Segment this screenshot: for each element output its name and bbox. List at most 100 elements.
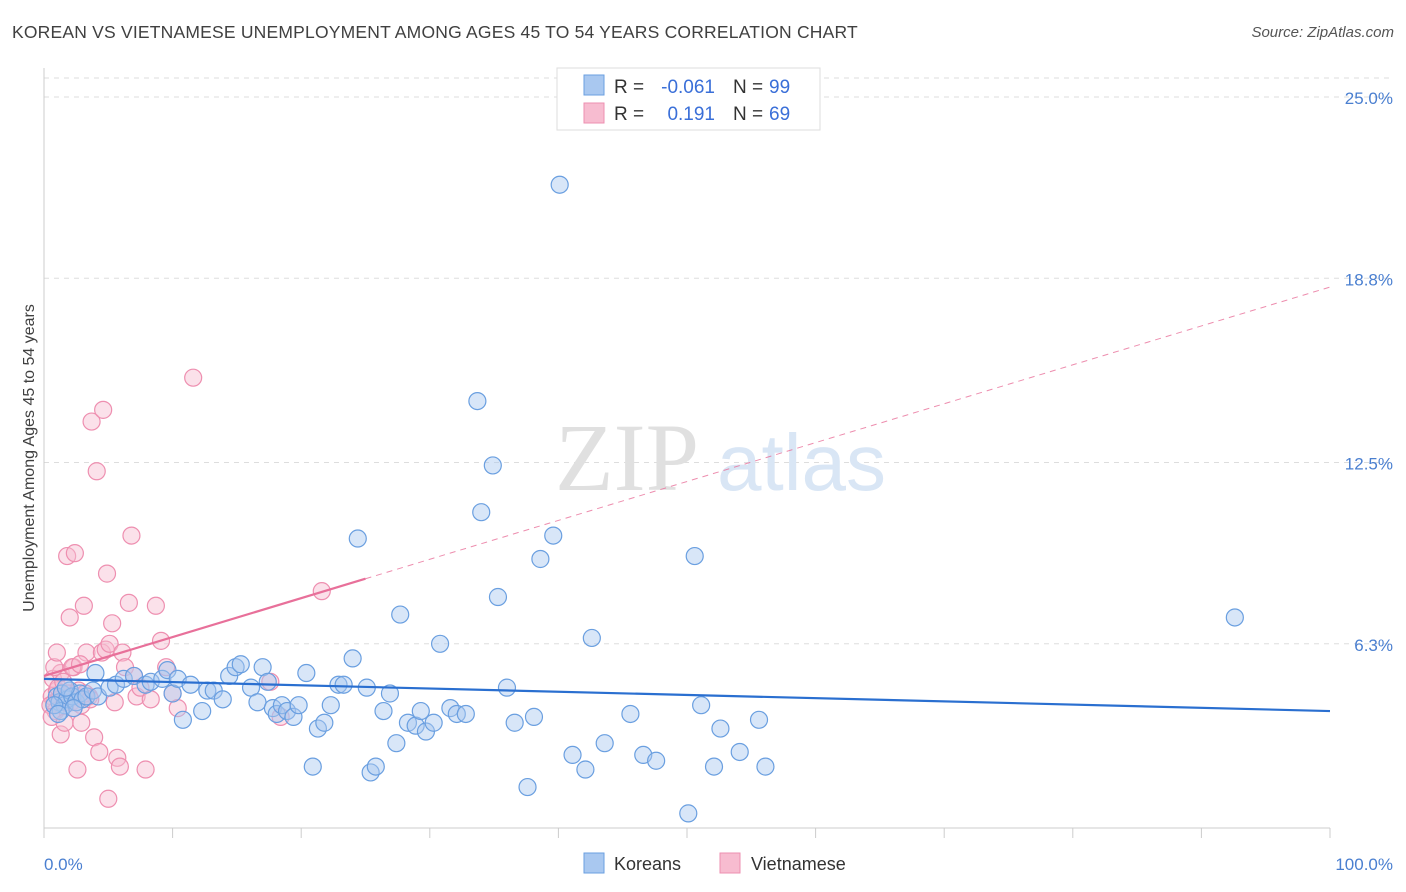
bottom-legend-swatch-vietnamese bbox=[719, 852, 741, 874]
legend-n-value-vietnamese: 69 bbox=[769, 104, 790, 125]
vietnamese-point-37 bbox=[94, 400, 113, 419]
koreans-point-75 bbox=[483, 456, 502, 475]
y-tick-label-1: 12.5% bbox=[1345, 455, 1393, 474]
vietnamese-point-27 bbox=[68, 760, 87, 779]
vietnamese-point-64 bbox=[99, 789, 118, 808]
legend-n-value-koreans: 99 bbox=[769, 77, 790, 98]
koreans-point-76 bbox=[488, 587, 508, 607]
koreans-point-80 bbox=[524, 707, 544, 726]
vietnamese-point-20 bbox=[47, 643, 66, 662]
vietnamese-point-34 bbox=[87, 462, 106, 481]
koreans-point-59 bbox=[366, 757, 385, 776]
legend-r-label-vietnamese: R = bbox=[614, 104, 644, 125]
koreans-point-60 bbox=[374, 701, 393, 721]
y-tick-labels: 6.3% 12.5% 18.8% 25.0% bbox=[1345, 89, 1393, 655]
koreans-point-39 bbox=[248, 693, 267, 712]
gridlines bbox=[44, 77, 1394, 645]
koreans-point-68 bbox=[424, 713, 443, 732]
koreans-point-98 bbox=[756, 757, 775, 776]
koreans-point-18 bbox=[86, 663, 105, 683]
koreans-point-84 bbox=[563, 745, 582, 765]
vietnamese-point-51 bbox=[131, 678, 150, 697]
vietnamese-point-21 bbox=[51, 725, 70, 744]
y-tick-label-2: 18.8% bbox=[1345, 270, 1393, 289]
koreans-point-55 bbox=[343, 649, 362, 668]
koreans-trend-line bbox=[43, 677, 1331, 713]
x-tick-label-1: 100.0% bbox=[1335, 855, 1393, 874]
vietnamese-point-54 bbox=[146, 596, 165, 615]
vietnamese-point-28 bbox=[72, 713, 91, 732]
koreans-point-78 bbox=[505, 713, 524, 732]
koreans-point-13 bbox=[45, 696, 64, 715]
legend-r-label-koreans: R = bbox=[614, 77, 644, 98]
vietnamese-point-48 bbox=[122, 526, 141, 545]
bottom-legend: Koreans Vietnamese bbox=[583, 852, 846, 874]
koreans-point-34 bbox=[213, 690, 232, 709]
koreans-point-37 bbox=[231, 655, 250, 674]
watermark-zip: ZIP bbox=[555, 404, 699, 511]
legend-r-value-vietnamese: 0.191 bbox=[667, 104, 715, 125]
koreans-point-90 bbox=[647, 751, 666, 770]
koreans-point-88 bbox=[621, 704, 640, 724]
koreans-point-62 bbox=[387, 734, 406, 753]
koreans-point-74 bbox=[472, 503, 491, 522]
y-tick-label-0: 6.3% bbox=[1354, 636, 1393, 655]
koreans-point-11 bbox=[56, 678, 75, 697]
koreans-point-52 bbox=[321, 696, 340, 715]
vietnamese-trend-extension bbox=[365, 286, 1331, 580]
koreans-point-63 bbox=[391, 605, 410, 624]
vietnamese-point-30 bbox=[77, 643, 96, 662]
koreans-point-21 bbox=[114, 669, 133, 688]
legend-n-label-vietnamese: N = bbox=[733, 104, 763, 125]
source-label: Source: ZipAtlas.com bbox=[1251, 24, 1394, 41]
vietnamese-point-52 bbox=[136, 760, 155, 779]
koreans-point-58 bbox=[361, 763, 380, 782]
koreans-point-94 bbox=[704, 757, 724, 776]
koreans-points bbox=[45, 175, 1244, 823]
koreans-point-73 bbox=[468, 391, 487, 411]
bottom-legend-label-vietnamese: Vietnamese bbox=[751, 854, 846, 874]
koreans-point-72 bbox=[456, 704, 475, 724]
koreans-point-77 bbox=[497, 678, 517, 697]
koreans-point-79 bbox=[518, 777, 537, 797]
legend-swatch-koreans bbox=[583, 74, 605, 96]
vietnamese-point-59 bbox=[184, 368, 203, 387]
vietnamese-trend-line bbox=[43, 577, 366, 678]
koreans-point-92 bbox=[679, 804, 698, 823]
koreans-point-46 bbox=[284, 707, 303, 726]
bottom-legend-swatch-koreans bbox=[583, 852, 605, 874]
vietnamese-point-44 bbox=[110, 757, 129, 776]
koreans-point-85 bbox=[576, 760, 595, 779]
vietnamese-point-29 bbox=[74, 596, 93, 615]
koreans-point-82 bbox=[544, 526, 563, 545]
koreans-point-99 bbox=[1225, 608, 1244, 627]
bottom-legend-label-koreans: Koreans bbox=[614, 854, 681, 874]
koreans-point-54 bbox=[334, 675, 353, 694]
koreans-point-86 bbox=[582, 628, 601, 648]
vietnamese-point-24 bbox=[60, 608, 79, 627]
legend-swatch-vietnamese bbox=[583, 102, 605, 124]
koreans-point-36 bbox=[226, 658, 245, 677]
legend-r-value-koreans: -0.061 bbox=[661, 77, 715, 98]
legend-n-label-koreans: N = bbox=[733, 77, 763, 98]
vietnamese-point-26 bbox=[65, 544, 84, 563]
vietnamese-point-40 bbox=[100, 634, 119, 653]
koreans-point-49 bbox=[303, 757, 322, 776]
y-axis-label: Unemployment Among Ages 45 to 54 years bbox=[21, 304, 38, 612]
x-tick-label-0: 0.0% bbox=[44, 855, 83, 874]
vietnamese-point-32 bbox=[82, 412, 101, 431]
koreans-point-56 bbox=[348, 529, 367, 548]
koreans-point-66 bbox=[411, 701, 430, 721]
koreans-point-14 bbox=[49, 704, 68, 724]
koreans-point-87 bbox=[595, 734, 614, 753]
koreans-point-95 bbox=[711, 719, 730, 738]
koreans-point-48 bbox=[297, 663, 316, 683]
koreans-point-69 bbox=[430, 634, 450, 653]
koreans-point-93 bbox=[692, 696, 711, 715]
koreans-point-83 bbox=[550, 175, 569, 194]
vietnamese-point-35 bbox=[90, 742, 109, 762]
axes bbox=[43, 68, 1331, 838]
vietnamese-point-39 bbox=[97, 564, 117, 583]
watermark: ZIP atlas bbox=[555, 404, 886, 511]
koreans-point-29 bbox=[173, 710, 192, 729]
